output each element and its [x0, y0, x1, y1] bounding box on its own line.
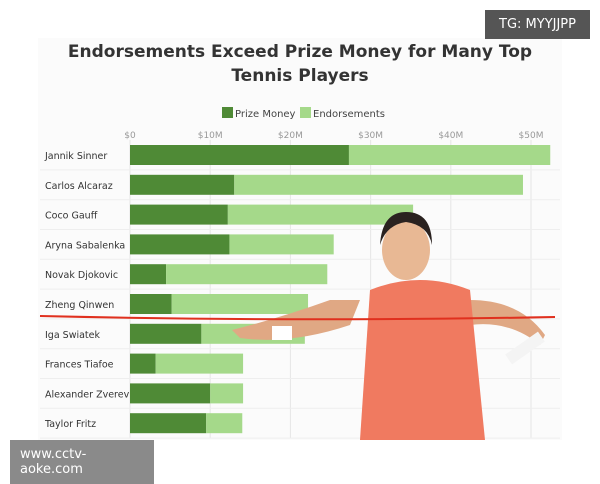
legend-label: Prize Money [235, 109, 296, 120]
bar-prize-money [130, 413, 207, 434]
category-label: Novak Djokovic [45, 270, 118, 281]
x-tick-label: $0 [124, 131, 136, 141]
racket-handle [505, 331, 545, 365]
category-label: Iga Swiatek [45, 330, 101, 341]
x-tick-label: $10M [198, 131, 223, 141]
red-underline-annotation [39, 315, 556, 321]
category-label: Taylor Fritz [44, 419, 96, 430]
bar-endorsements [210, 383, 244, 404]
player-dress [360, 280, 485, 440]
legend-swatch [222, 107, 233, 118]
x-tick-label: $50M [519, 131, 544, 141]
player-hair [380, 212, 432, 245]
legend-label: Endorsements [313, 109, 385, 120]
watermark-tg: TG: MYYJJPP [485, 10, 590, 39]
x-tick-label: $20M [278, 131, 303, 141]
category-label: Coco Gauff [45, 211, 98, 222]
category-label: Jannik Sinner [44, 151, 107, 162]
category-label: Frances Tiafoe [45, 360, 114, 371]
category-label: Aryna Sabalenka [45, 240, 125, 251]
player-wristband [272, 326, 292, 340]
category-label: Alexander Zverev [45, 389, 130, 400]
bar-endorsements [348, 145, 551, 165]
bar-prize-money [130, 204, 228, 225]
bar-prize-money [130, 174, 235, 195]
bar-endorsements [155, 353, 244, 374]
bar-prize-money [130, 353, 156, 374]
x-tick-label: $40M [438, 131, 463, 141]
bar-endorsements [229, 234, 334, 255]
bar-endorsements [227, 204, 414, 225]
watermark-site: www.cctv-aoke.com [10, 440, 154, 484]
bar-endorsements [234, 174, 523, 195]
chart-title: Endorsements Exceed Prize Money for Many… [67, 42, 533, 86]
bar-endorsements [206, 413, 243, 434]
bar-endorsements [171, 294, 309, 314]
bar-prize-money [130, 234, 230, 255]
bar-prize-money [130, 323, 202, 344]
x-tick-label: $30M [358, 131, 383, 141]
category-label: Carlos Alcaraz [45, 181, 113, 192]
player-face [382, 220, 430, 280]
bar-prize-money [130, 145, 349, 165]
bar-prize-money [130, 294, 172, 314]
bar-prize-money [130, 383, 211, 404]
category-label: Zheng Qinwen [45, 300, 114, 311]
bar-endorsements [166, 264, 328, 285]
player-arm-right [470, 300, 545, 345]
legend-swatch [300, 107, 311, 118]
bar-prize-money [130, 264, 167, 285]
